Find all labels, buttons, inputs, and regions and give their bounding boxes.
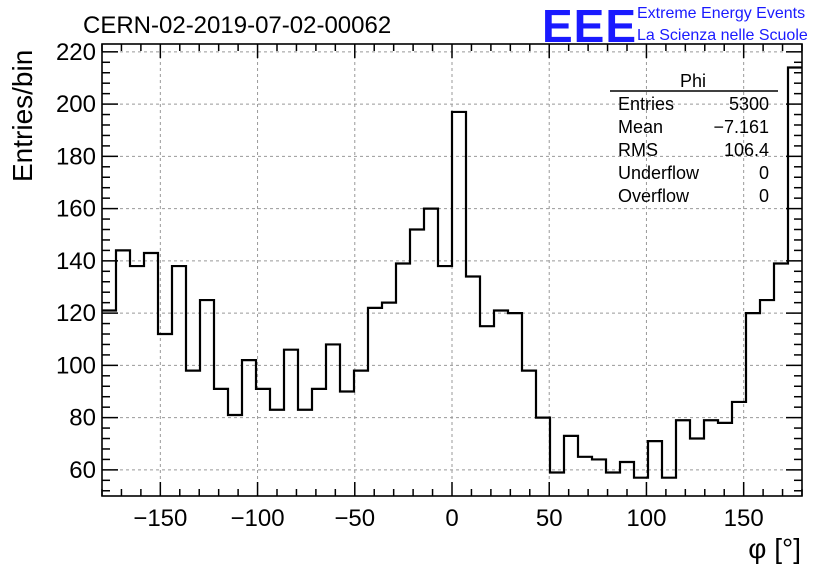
- histogram-bin: [550, 472, 564, 496]
- histogram-bin: [158, 334, 172, 496]
- x-tick-label: 0: [445, 505, 458, 532]
- histogram-bin: [536, 418, 550, 496]
- histogram-bin: [382, 303, 396, 496]
- stats-box: Phi Entries 5300 Mean −7.161 RMS 106.4 U…: [610, 71, 778, 206]
- stats-title: Phi: [680, 71, 706, 91]
- histogram-bin: [746, 313, 760, 496]
- histogram-bin: [732, 402, 746, 496]
- histogram-bin: [256, 389, 270, 496]
- y-tick-label: 80: [69, 405, 96, 432]
- logo-line-2: La Scienza nelle Scuole: [637, 27, 808, 44]
- y-tick-label: 200: [56, 91, 96, 118]
- histogram-bin: [480, 326, 494, 496]
- stats-rows: Entries 5300 Mean −7.161 RMS 106.4 Under…: [618, 94, 769, 206]
- stats-value-entries: 5300: [729, 94, 769, 114]
- histogram-bin: [312, 389, 326, 496]
- y-axis-title: Entries/bin: [7, 50, 38, 182]
- histogram-bin: [270, 410, 284, 496]
- y-tick-label: 160: [56, 196, 96, 223]
- histogram-bin: [354, 371, 368, 496]
- histogram-bin: [676, 420, 690, 496]
- histogram-bin: [494, 310, 508, 496]
- x-tick-label: 100: [626, 505, 666, 532]
- stats-label-overflow: Overflow: [618, 186, 690, 206]
- y-tick-label: 180: [56, 143, 96, 170]
- stats-label-mean: Mean: [618, 117, 663, 137]
- histogram-bin: [438, 266, 452, 496]
- y-tick-label: 140: [56, 248, 96, 275]
- histogram-bin: [144, 253, 158, 496]
- histogram-bin: [396, 263, 410, 496]
- histogram-bin: [228, 415, 242, 496]
- y-tick-labels: 60 80 100 120 140 160 180 200 220: [56, 39, 96, 484]
- x-tick-labels: −150 −100 −50 0 50 100 150: [133, 505, 763, 532]
- x-tick-label: 50: [536, 505, 563, 532]
- histogram-series: [102, 66, 802, 479]
- histogram-bin: [522, 371, 536, 496]
- y-tick-label: 60: [69, 457, 96, 484]
- histogram-bin: [466, 277, 480, 496]
- x-tick-label: −150: [133, 505, 187, 532]
- histogram-bin: [340, 391, 354, 496]
- histogram-bin: [130, 266, 144, 496]
- histogram-bin: [200, 300, 214, 496]
- stats-label-underflow: Underflow: [618, 163, 700, 183]
- y-tick-label: 120: [56, 300, 96, 327]
- histogram-bin: [116, 250, 130, 496]
- x-tick-label: −50: [334, 505, 375, 532]
- y-tick-label: 100: [56, 352, 96, 379]
- histogram-bin: [102, 310, 116, 496]
- histogram-bin: [284, 350, 298, 496]
- chart-title: CERN-02-2019-07-02-00062: [83, 12, 391, 39]
- histogram-bin: [214, 389, 228, 496]
- stats-value-overflow: 0: [759, 186, 769, 206]
- histogram-bin: [298, 410, 312, 496]
- histogram-bin: [760, 300, 774, 496]
- histogram-bin: [368, 308, 382, 496]
- histogram-bin: [690, 439, 704, 496]
- histogram-bin: [662, 478, 676, 496]
- histogram-bin: [186, 371, 200, 496]
- stats-value-mean: −7.161: [713, 117, 769, 137]
- x-tick-label: −100: [231, 505, 285, 532]
- x-tick-label: 150: [724, 505, 764, 532]
- histogram-bin: [704, 420, 718, 496]
- histogram-bin: [172, 266, 186, 496]
- histogram-bin: [648, 441, 662, 496]
- stats-value-underflow: 0: [759, 163, 769, 183]
- histogram-bin: [774, 263, 788, 496]
- histogram-bins: [102, 68, 802, 496]
- histogram-bin: [578, 457, 592, 496]
- logo-mark: EEE: [542, 0, 637, 52]
- y-tick-label: 220: [56, 39, 96, 66]
- histogram-bin: [718, 423, 732, 496]
- histogram-bin: [508, 313, 522, 496]
- stats-value-rms: 106.4: [724, 140, 769, 160]
- histogram-bin: [410, 230, 424, 496]
- histogram-bin: [424, 209, 438, 496]
- eee-logo: EEE Extreme Energy Events La Scienza nel…: [542, 0, 808, 52]
- logo-line-1: Extreme Energy Events: [637, 5, 805, 22]
- stats-label-entries: Entries: [618, 94, 674, 114]
- histogram-bin: [452, 112, 466, 496]
- histogram-bin: [564, 436, 578, 496]
- histogram-bin: [592, 459, 606, 496]
- stats-label-rms: RMS: [618, 140, 658, 160]
- histogram-bin: [242, 360, 256, 496]
- histogram-bin: [326, 344, 340, 496]
- axis-ticks: [101, 44, 803, 496]
- x-axis-title: φ [°]: [748, 533, 801, 564]
